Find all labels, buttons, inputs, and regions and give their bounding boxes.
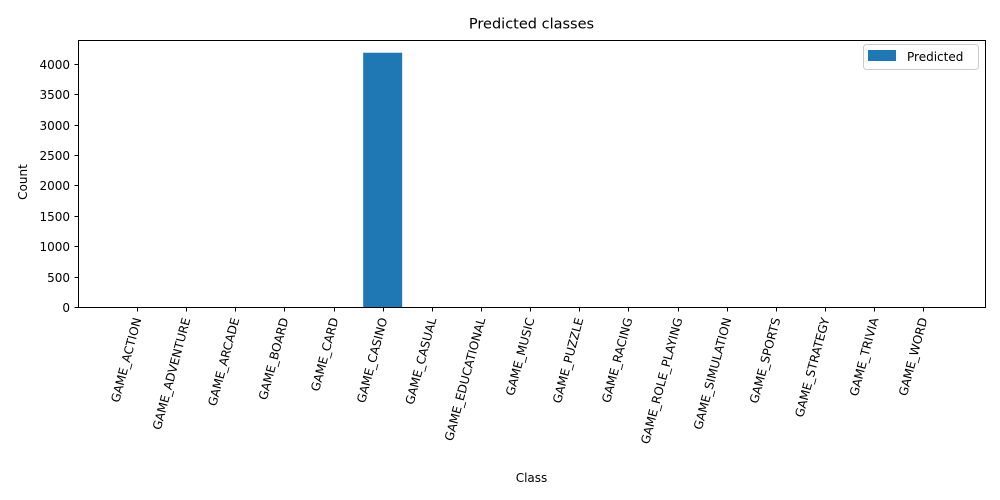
chart-title: Predicted classes xyxy=(469,17,594,33)
x-axis-title: Class xyxy=(516,471,548,485)
y-axis-title: Count xyxy=(16,164,30,200)
bar-game-casino xyxy=(363,52,403,308)
legend-label: Predicted xyxy=(907,50,963,64)
x-tick-label: GAME_EDUCATIONAL xyxy=(442,316,488,442)
x-tick-label: GAME_PUZZLE xyxy=(550,316,586,405)
y-tick-label: 4000 xyxy=(39,58,70,72)
y-tick-label: 0 xyxy=(62,301,70,315)
y-tick-label: 500 xyxy=(47,271,70,285)
x-tick-label: GAME_ROLE_PLAYING xyxy=(638,316,685,445)
x-tick-label: GAME_RACING xyxy=(599,316,635,404)
x-tick-label: GAME_CARD xyxy=(308,316,341,393)
y-tick-label: 2000 xyxy=(39,179,70,193)
y-tick-label: 3500 xyxy=(39,88,70,102)
x-tick-label: GAME_STRATEGY xyxy=(792,316,832,419)
x-tick-label: GAME_CASINO xyxy=(354,316,390,404)
x-tick-label: GAME_WORD xyxy=(896,316,930,397)
axes: 0 500 1000 1500 2000 2500 3000 3500 4000 GAME_ACT… xyxy=(39,40,986,445)
x-tick-label: GAME_ADVENTURE xyxy=(150,316,193,431)
x-tick-label: GAME_MUSIC xyxy=(503,316,537,397)
legend-swatch xyxy=(868,50,896,61)
x-tick-label: GAME_CASUAL xyxy=(403,316,440,406)
x-tick-label: GAME_ARCADE xyxy=(205,316,242,407)
y-tick-label: 1000 xyxy=(39,240,70,254)
y-tick-label: 1500 xyxy=(39,210,70,224)
x-tick-label: GAME_SIMULATION xyxy=(691,316,734,431)
y-tick-label: 3000 xyxy=(39,119,70,133)
plot-frame xyxy=(78,40,986,308)
bars xyxy=(363,52,403,308)
x-tick-label: GAME_TRIVIA xyxy=(847,315,882,397)
x-tick-label: GAME_BOARD xyxy=(256,316,291,401)
legend: Predicted xyxy=(863,44,979,70)
y-tick-label: 2500 xyxy=(39,149,70,163)
x-tick-label: GAME_ACTION xyxy=(108,316,144,404)
x-tick-label: GAME_SPORTS xyxy=(747,316,783,405)
